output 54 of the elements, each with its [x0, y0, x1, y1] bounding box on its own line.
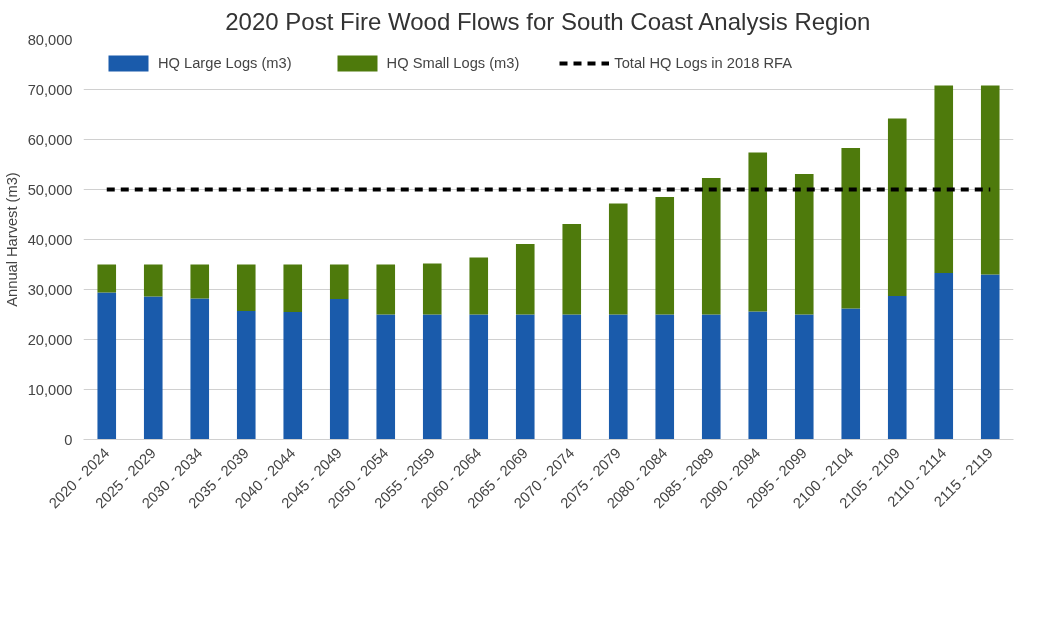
bar — [934, 273, 954, 440]
bar — [794, 174, 814, 315]
y-tick-label: 60,000 — [27, 131, 73, 148]
bar — [608, 203, 628, 315]
bar — [980, 274, 1000, 440]
bar — [469, 257, 489, 315]
bar — [934, 85, 954, 273]
bar — [283, 312, 303, 440]
y-tick-label: 30,000 — [27, 281, 73, 298]
bar — [748, 152, 768, 312]
bar — [794, 314, 814, 440]
bar — [97, 292, 117, 440]
bar — [283, 264, 303, 312]
y-tick-label: 80,000 — [27, 31, 73, 48]
bar — [980, 85, 1000, 275]
bar — [841, 308, 861, 440]
y-tick-label: 50,000 — [27, 181, 73, 198]
bar — [887, 296, 907, 440]
bar — [562, 314, 582, 440]
bar — [236, 264, 256, 311]
bar — [515, 314, 535, 440]
bar — [143, 296, 163, 440]
bar — [236, 311, 256, 440]
legend-label: HQ Large Logs (m3) — [158, 55, 292, 71]
y-axis-title: Annual Harvest (m3) — [3, 172, 20, 307]
y-tick-label: 0 — [64, 431, 73, 448]
bar — [562, 224, 582, 315]
chart-title: 2020 Post Fire Wood Flows for South Coast Analysis Region — [225, 7, 871, 35]
bar — [469, 314, 489, 440]
y-tick-label: 10,000 — [27, 381, 73, 398]
bar — [608, 314, 628, 440]
bar — [329, 264, 349, 299]
bar — [376, 314, 396, 440]
legend-label: Total HQ Logs in 2018 RFA — [614, 55, 792, 71]
bar — [515, 244, 535, 315]
bar — [748, 311, 768, 440]
y-tick-label: 70,000 — [27, 81, 73, 98]
bar — [655, 197, 675, 315]
bar — [190, 298, 210, 440]
y-tick-label: 40,000 — [27, 231, 73, 248]
bar — [701, 178, 721, 315]
bar — [376, 264, 396, 315]
bar — [701, 314, 721, 440]
y-tick-label: 20,000 — [27, 331, 73, 348]
bar — [422, 263, 442, 315]
bar — [143, 264, 163, 297]
bar — [190, 264, 210, 299]
bar — [422, 314, 442, 440]
bar — [887, 118, 907, 296]
bar — [841, 148, 861, 309]
legend-label: HQ Small Logs (m3) — [386, 55, 520, 71]
bar — [655, 314, 675, 440]
bar — [329, 299, 349, 440]
bar — [97, 264, 117, 293]
